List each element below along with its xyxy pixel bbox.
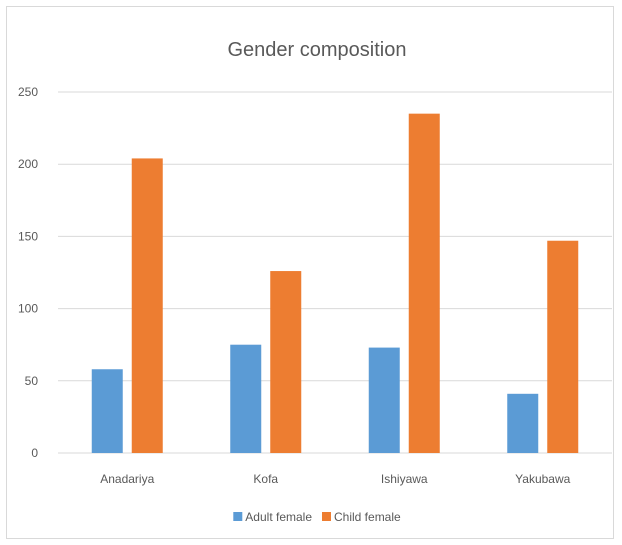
y-axis-ticks: 0 50 100 150 200 250 xyxy=(18,85,38,460)
bar-child-female-yakubawa xyxy=(547,240,579,453)
x-tick-label: Ishiyawa xyxy=(381,472,428,486)
bar-child-female-anadariya xyxy=(131,158,163,453)
bar-adult-female-anadariya xyxy=(91,369,123,453)
x-tick-label: Yakubawa xyxy=(515,472,570,486)
y-tick-label: 200 xyxy=(18,157,38,171)
y-tick-label: 0 xyxy=(31,446,38,460)
x-tick-label: Kofa xyxy=(253,472,278,486)
bar-adult-female-kofa xyxy=(230,344,262,453)
x-axis-labels: Anadariya Kofa Ishiyawa Yakubawa xyxy=(100,472,570,486)
x-tick-label: Anadariya xyxy=(100,472,154,486)
y-tick-label: 150 xyxy=(18,229,38,243)
y-tick-label: 250 xyxy=(18,85,38,99)
legend-label-adult-female: Adult female xyxy=(245,510,312,524)
chart-title: Gender composition xyxy=(228,39,407,61)
legend: Adult female Child female xyxy=(233,510,401,524)
legend-swatch-child-female xyxy=(322,512,331,521)
bar-adult-female-yakubawa xyxy=(507,393,539,453)
bar-child-female-kofa xyxy=(270,271,302,453)
legend-label-child-female: Child female xyxy=(334,510,401,524)
y-tick-label: 100 xyxy=(18,302,38,316)
y-tick-label: 50 xyxy=(25,374,39,388)
bars xyxy=(91,113,579,453)
bar-adult-female-ishiyawa xyxy=(368,347,400,453)
bar-child-female-ishiyawa xyxy=(408,113,440,453)
legend-swatch-adult-female xyxy=(233,512,243,521)
